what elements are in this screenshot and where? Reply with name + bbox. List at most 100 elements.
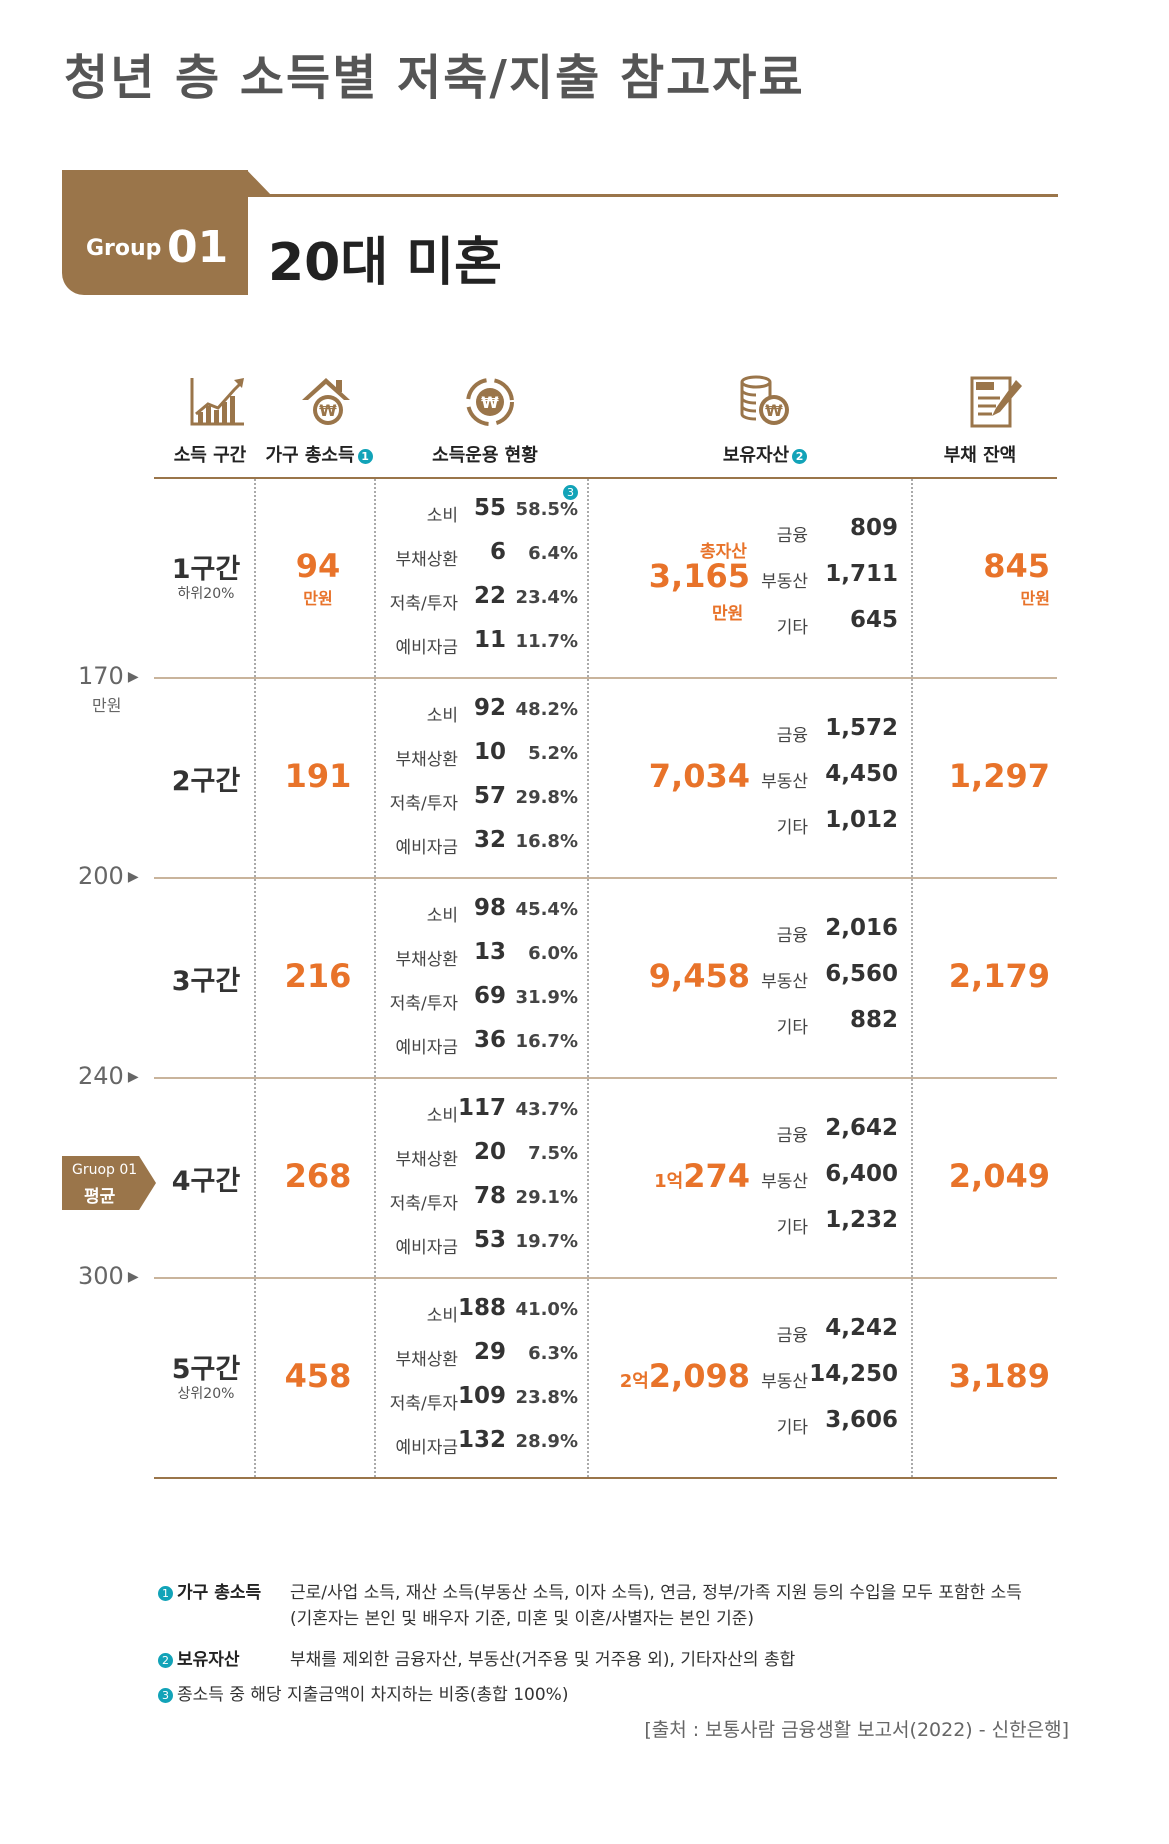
asset-total: 7,034 [600, 757, 750, 795]
asset-total-value: 274 [683, 1157, 750, 1195]
usage-amount: 6 [489, 539, 506, 565]
asset-label: 부동산 [761, 1172, 808, 1192]
header-income: 가구 총소득 1 [254, 441, 384, 467]
usage-percent: 11.7% [515, 631, 578, 652]
asset-value: 2,642 [825, 1115, 898, 1141]
average-tag-group: Gruop 01 [72, 1162, 138, 1178]
usage-percent: 16.8% [515, 831, 578, 852]
usage-percent: 31.9% [515, 987, 578, 1008]
note-2: 2 보유자산 [158, 1645, 240, 1670]
income-value: 94 [295, 547, 341, 585]
bracket-name: 3구간 [171, 966, 241, 997]
asset-value: 1,572 [825, 715, 898, 741]
header-debt: 부채 잔액 [943, 445, 1017, 466]
usage-item: 소비 98 45.4% [378, 895, 578, 926]
bracket-sub: 하위20% [177, 586, 235, 602]
usage-label: 저축/투자 [389, 794, 458, 814]
usage-amount: 117 [457, 1095, 506, 1121]
threshold-200: 200 ▶ [78, 862, 139, 890]
usage-item: 소비 188 41.0% [378, 1295, 578, 1326]
asset-item: 금융 2,642 [748, 1115, 898, 1146]
group-label: Group [86, 236, 162, 261]
usage-item: 예비자금 32 16.8% [378, 827, 578, 858]
asset-total-prefix: 2억 [619, 1371, 649, 1392]
asset-value: 6,400 [825, 1161, 898, 1187]
table-top-rule [154, 477, 1057, 479]
usage-label: 예비자금 [395, 638, 458, 658]
usage-amount: 13 [473, 939, 506, 965]
usage-percent: 48.2% [515, 699, 578, 720]
usage-amount: 20 [473, 1139, 506, 1165]
note-1: 1 가구 총소득 [158, 1578, 261, 1603]
usage-percent: 43.7% [515, 1099, 578, 1120]
usage-percent: 23.4% [515, 587, 578, 608]
note-1-text2: (기혼자는 본인 및 배우자 기준, 미혼 및 이혼/사별자는 본인 기준) [290, 1609, 755, 1629]
bar-chart-icon [190, 378, 244, 426]
asset-total: 2억2,098 [600, 1357, 750, 1395]
loan-document-icon [970, 376, 1022, 428]
threshold-170: 170 ▶ [78, 662, 139, 690]
threshold-300: 300 ▶ [78, 1262, 139, 1290]
usage-amount: 10 [473, 739, 506, 765]
usage-label: 저축/투자 [389, 1394, 458, 1414]
usage-item: 소비 55 58.5% [378, 495, 578, 526]
income-unit: 만원 [303, 589, 333, 608]
asset-item: 금융 1,572 [748, 715, 898, 746]
asset-label: 부동산 [761, 772, 808, 792]
asset-item: 기타 1,012 [748, 807, 898, 838]
asset-label: 금융 [776, 726, 808, 746]
usage-percent: 19.7% [515, 1231, 578, 1252]
row-divider [154, 1277, 1057, 1279]
usage-label: 부채상환 [395, 750, 458, 770]
marker-3: 3 [563, 485, 578, 500]
usage-item: 저축/투자 109 23.8% [378, 1383, 578, 1414]
debt-value: 845 [983, 547, 1050, 585]
threshold-unit: 만원 [92, 696, 122, 715]
usage-item: 부채상환 20 7.5% [378, 1139, 578, 1170]
header-usage: 소득운용 현황 [432, 445, 538, 466]
asset-value: 809 [849, 515, 898, 541]
asset-value: 4,450 [825, 761, 898, 787]
usage-label: 저축/투자 [389, 994, 458, 1014]
asset-label: 기타 [776, 618, 808, 638]
svg-text:₩: ₩ [319, 401, 337, 420]
column-divider [374, 479, 376, 1477]
asset-item: 부동산 4,450 [748, 761, 898, 792]
asset-total-value: 2,098 [648, 1357, 750, 1395]
usage-percent: 6.4% [528, 543, 578, 564]
asset-label: 부동산 [761, 572, 808, 592]
note-1-text: 근로/사업 소득, 재산 소득(부동산 소득, 이자 소득), 연금, 정부/가… [290, 1583, 1022, 1603]
usage-label: 예비자금 [395, 1438, 458, 1458]
usage-item: 예비자금 53 19.7% [378, 1227, 578, 1258]
asset-value: 3,606 [825, 1407, 898, 1433]
usage-amount: 188 [457, 1295, 506, 1321]
asset-value: 6,560 [825, 961, 898, 987]
debt-value: 1,297 [948, 757, 1050, 795]
usage-percent: 7.5% [528, 1143, 578, 1164]
usage-percent: 6.3% [528, 1343, 578, 1364]
group-divider [248, 194, 1058, 197]
usage-item: 부채상환 6 6.4% [378, 539, 578, 570]
usage-item: 부채상환 13 6.0% [378, 939, 578, 970]
income-value: 458 [284, 1357, 352, 1395]
usage-label: 소비 [426, 906, 458, 926]
asset-total: 1억274 [600, 1157, 750, 1195]
asset-item: 기타 645 [748, 607, 898, 638]
usage-label: 소비 [426, 1306, 458, 1326]
usage-percent: 28.9% [515, 1431, 578, 1452]
usage-amount: 132 [457, 1427, 506, 1453]
asset-total-unit: 만원 [712, 604, 744, 624]
asset-total-value: 9,458 [648, 957, 750, 995]
header-bracket: 소득 구간 [173, 445, 247, 466]
row-divider [154, 877, 1057, 879]
asset-value: 2,016 [825, 915, 898, 941]
usage-item: 저축/투자 22 23.4% [378, 583, 578, 614]
usage-item: 저축/투자 57 29.8% [378, 783, 578, 814]
usage-label: 예비자금 [395, 838, 458, 858]
average-tag-label: 평균 [84, 1187, 116, 1207]
usage-item: 부채상환 10 5.2% [378, 739, 578, 770]
group-title: 20대 미혼 [268, 233, 502, 293]
page-title: 청년 층 소득별 저축/지출 참고자료 [64, 50, 805, 106]
usage-item: 부채상환 29 6.3% [378, 1339, 578, 1370]
asset-label: 기타 [776, 1418, 808, 1438]
